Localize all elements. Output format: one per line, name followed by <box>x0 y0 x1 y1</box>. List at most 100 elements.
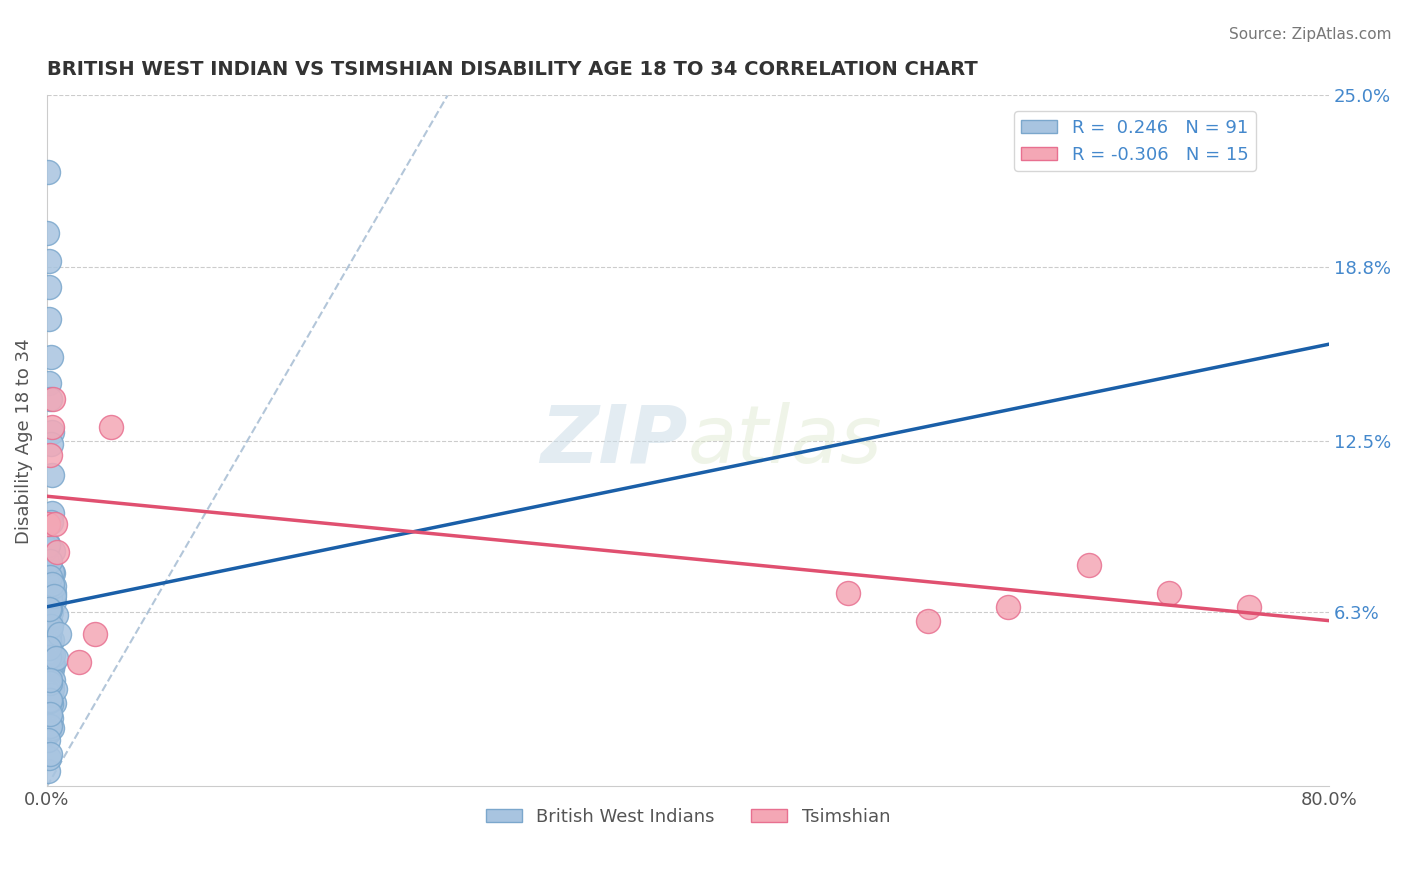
Point <box>42 566 65 580</box>
Point <box>39 688 62 702</box>
Point <box>39 719 62 733</box>
Point <box>38 638 60 652</box>
Point <box>38 751 60 765</box>
Text: atlas: atlas <box>688 402 883 480</box>
Text: Source: ZipAtlas.com: Source: ZipAtlas.com <box>1229 27 1392 42</box>
Point <box>38 693 60 707</box>
Text: ZIP: ZIP <box>540 402 688 480</box>
Point <box>38 605 60 619</box>
Point <box>38 747 60 761</box>
Point <box>38 635 60 649</box>
Point <box>37 733 59 747</box>
Point <box>39 648 62 663</box>
Point <box>917 614 939 628</box>
Point <box>1077 558 1099 573</box>
Point <box>38 621 60 635</box>
Point <box>44 516 66 531</box>
Point <box>35 646 58 660</box>
Point <box>37 574 59 588</box>
Point <box>38 693 60 707</box>
Point <box>37 165 59 179</box>
Point <box>42 657 65 671</box>
Point <box>41 467 63 482</box>
Point <box>39 624 62 639</box>
Point <box>41 506 63 520</box>
Point <box>38 392 60 407</box>
Point <box>39 618 62 632</box>
Point <box>38 724 60 739</box>
Y-axis label: Disability Age 18 to 34: Disability Age 18 to 34 <box>15 338 32 544</box>
Point <box>84 627 107 641</box>
Point <box>38 676 60 690</box>
Point <box>37 658 59 673</box>
Point <box>41 721 63 735</box>
Point <box>48 627 70 641</box>
Point <box>38 723 60 738</box>
Point <box>37 226 59 240</box>
Point <box>37 538 59 552</box>
Point <box>39 707 62 722</box>
Point <box>38 280 60 294</box>
Point <box>38 619 60 633</box>
Point <box>38 602 60 616</box>
Point <box>39 613 62 627</box>
Point <box>38 632 60 646</box>
Point <box>41 656 63 670</box>
Point <box>41 632 63 647</box>
Point <box>38 601 60 615</box>
Point <box>39 350 62 364</box>
Point <box>42 648 65 663</box>
Point <box>42 544 65 558</box>
Point <box>67 655 90 669</box>
Point <box>41 681 63 696</box>
Point <box>39 697 62 711</box>
Point <box>39 605 62 619</box>
Point <box>37 679 59 693</box>
Point <box>37 764 59 779</box>
Point <box>39 682 62 697</box>
Point <box>35 555 58 569</box>
Point <box>38 701 60 715</box>
Point <box>35 541 58 556</box>
Point <box>39 592 62 607</box>
Point <box>39 448 62 462</box>
Point <box>41 576 63 591</box>
Point <box>37 726 59 740</box>
Point <box>37 516 59 531</box>
Text: BRITISH WEST INDIAN VS TSIMSHIAN DISABILITY AGE 18 TO 34 CORRELATION CHART: BRITISH WEST INDIAN VS TSIMSHIAN DISABIL… <box>46 60 977 78</box>
Point <box>100 420 122 434</box>
Point <box>1157 586 1180 600</box>
Point <box>38 701 60 715</box>
Point <box>41 425 63 440</box>
Point <box>38 694 60 708</box>
Point <box>38 254 60 268</box>
Point <box>45 651 67 665</box>
Point <box>44 681 66 696</box>
Point <box>41 647 63 661</box>
Point <box>41 565 63 579</box>
Point <box>39 692 62 706</box>
Point <box>837 586 859 600</box>
Point <box>38 575 60 590</box>
Point <box>39 645 62 659</box>
Point <box>38 376 60 390</box>
Point <box>997 599 1019 614</box>
Point <box>37 607 59 621</box>
Point <box>39 553 62 567</box>
Point <box>41 588 63 602</box>
Point <box>41 420 63 434</box>
Point <box>44 586 66 600</box>
Point <box>41 515 63 529</box>
Point <box>38 569 60 583</box>
Point <box>38 311 60 326</box>
Point <box>38 640 60 655</box>
Point <box>42 673 65 687</box>
Point <box>41 662 63 676</box>
Point <box>39 711 62 725</box>
Point <box>45 607 67 622</box>
Point <box>39 567 62 582</box>
Point <box>38 657 60 672</box>
Point <box>45 544 67 558</box>
Point <box>42 696 65 710</box>
Point <box>39 673 62 688</box>
